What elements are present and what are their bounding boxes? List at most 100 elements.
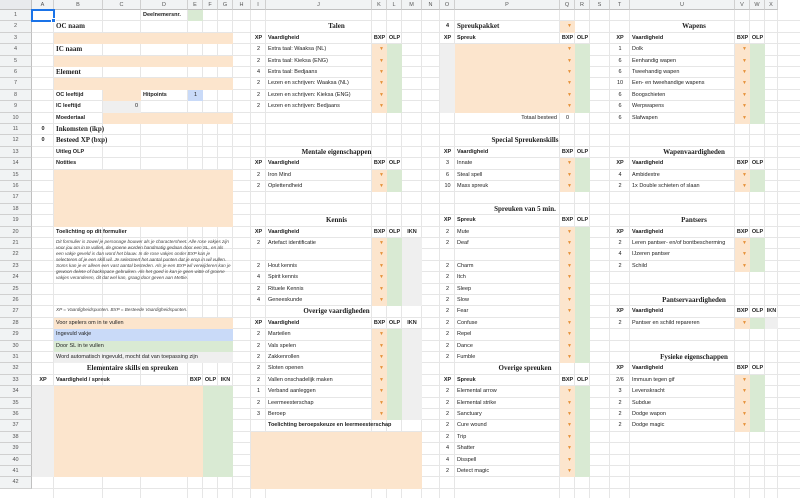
overige_vaard-row-olp-input[interactable] [387,397,402,409]
fysieke-row-bxp-select[interactable] [735,386,750,398]
row-header[interactable]: 22 [0,249,32,261]
spreuken5-row-bxp-select[interactable] [560,283,575,295]
overige_vaard-row-olp-input[interactable] [387,409,402,421]
column-header[interactable]: D [141,0,188,10]
spreuken5-row-bxp-select[interactable] [560,340,575,352]
spreuken5-row-bxp-select[interactable] [560,272,575,284]
spreukpakket-bxp-select[interactable] [560,55,575,67]
dropdown-arrow-icon[interactable]: ▼ [567,468,572,474]
spreuken5-row-bxp-select[interactable] [560,317,575,330]
elem-olp-input[interactable] [203,454,218,466]
spreukpakket-bxp-select[interactable] [560,44,575,56]
dropdown-arrow-icon[interactable]: ▼ [379,57,384,64]
dropdown-arrow-icon[interactable]: ▼ [742,183,747,189]
kennis-row-olp-input[interactable] [387,272,402,284]
elem-ikn-input[interactable] [218,386,233,398]
spreuken5-row-olp-input[interactable] [575,329,590,341]
dropdown-arrow-icon[interactable]: ▼ [567,171,572,178]
row-header[interactable]: 32 [0,363,32,375]
dropdown-arrow-icon[interactable]: ▼ [742,251,747,258]
spreukpakket-spell-input[interactable] [455,89,560,102]
column-header[interactable]: G [218,0,233,10]
overige_vaard-row-olp-input[interactable] [387,352,402,364]
overige_vaard-row-olp-input[interactable] [387,374,402,387]
spreukpakket-bxp-select[interactable] [560,21,575,33]
row-header[interactable]: 38 [0,431,32,444]
dropdown-arrow-icon[interactable]: ▼ [379,285,384,292]
fysieke-row-bxp-select[interactable] [735,397,750,409]
talen-row-olp-input[interactable] [387,89,402,102]
talen-row-bxp-select[interactable] [372,101,387,113]
row-header[interactable]: 19 [0,215,32,227]
dropdown-arrow-icon[interactable]: ▼ [567,91,572,98]
wapenvaard-row-bxp-select[interactable] [735,169,750,181]
overige_spreuken-row-bxp-select[interactable] [560,420,575,432]
spreuken5-row-bxp-select[interactable] [560,295,575,307]
talen-row-bxp-select[interactable] [372,44,387,56]
dropdown-arrow-icon[interactable]: ▼ [567,285,572,292]
fysieke-row-bxp-select[interactable] [735,409,750,421]
overige_spreuken-row-olp-input[interactable] [575,431,590,444]
wapens-row-olp-input[interactable] [750,112,765,124]
spreuken5-row-olp-input[interactable] [575,295,590,307]
dropdown-arrow-icon[interactable]: ▼ [742,57,747,64]
row-header[interactable]: 28 [0,317,32,330]
ic-naam-input[interactable] [54,55,233,67]
pantservaard-row-bxp-select[interactable] [735,317,750,330]
oc-naam-input[interactable] [54,32,233,45]
wapenvaard-row-bxp-select[interactable] [735,181,750,193]
wapens-row-bxp-select[interactable] [735,44,750,56]
overige_spreuken-row-bxp-select[interactable] [560,443,575,455]
elem-bxp-input[interactable] [188,409,203,421]
row-header[interactable]: 30 [0,340,32,352]
spreukpakket-spell-input[interactable] [455,78,560,90]
dropdown-arrow-icon[interactable]: ▼ [742,262,747,269]
row-header[interactable]: 41 [0,466,32,478]
dropdown-arrow-icon[interactable]: ▼ [567,262,572,269]
spreuken5-row-bxp-select[interactable] [560,260,575,273]
dropdown-arrow-icon[interactable]: ▼ [567,69,572,75]
selected-cell-a1[interactable] [31,9,55,23]
elem-ikn-input[interactable] [218,466,233,478]
column-header[interactable]: B [54,0,103,10]
kennis-row-bxp-select[interactable] [372,260,387,273]
elem-bxp-input[interactable] [188,466,203,478]
row-header[interactable]: 12 [0,135,32,147]
column-header[interactable]: Q [560,0,575,10]
row-header[interactable]: 16 [0,181,32,193]
overige_vaard-row-bxp-select[interactable] [372,397,387,409]
elem-bxp-input[interactable] [188,431,203,444]
row-header[interactable]: 4 [0,44,32,56]
spreuken5-row-olp-input[interactable] [575,340,590,352]
kennis-row-bxp-select[interactable] [372,295,387,307]
dropdown-arrow-icon[interactable]: ▼ [742,240,747,246]
elem-bxp-input[interactable] [188,420,203,432]
pantsers-row-bxp-select[interactable] [735,249,750,261]
special-row-olp-input[interactable] [575,169,590,181]
elem-ikn-input[interactable] [218,431,233,444]
wapens-row-bxp-select[interactable] [735,112,750,124]
wapens-row-olp-input[interactable] [750,78,765,90]
overige_spreuken-row-bxp-select[interactable] [560,386,575,398]
spreuken5-row-olp-input[interactable] [575,226,590,238]
talen-row-olp-input[interactable] [387,67,402,79]
column-header[interactable]: S [590,0,610,10]
pantservaard-row-olp-input[interactable] [750,317,765,330]
overige_vaard-row-bxp-select[interactable] [372,386,387,398]
notities-input[interactable] [54,169,233,227]
fysieke-row-olp-input[interactable] [750,397,765,409]
column-header[interactable]: C [103,0,141,10]
talen-row-bxp-select[interactable] [372,67,387,79]
row-header[interactable]: 36 [0,409,32,421]
row-header[interactable]: 40 [0,454,32,466]
dropdown-arrow-icon[interactable]: ▼ [742,376,747,383]
spreukpakket-olp-input[interactable] [575,78,590,90]
pantsers-row-bxp-select[interactable] [735,238,750,250]
dropdown-arrow-icon[interactable]: ▼ [567,228,572,235]
overige_vaard-row-bxp-select[interactable] [372,340,387,352]
spreuken5-row-olp-input[interactable] [575,238,590,250]
overige_spreuken-row-olp-input[interactable] [575,409,590,421]
dropdown-arrow-icon[interactable]: ▼ [742,69,747,75]
elem-name-input[interactable] [54,420,188,432]
mentale-row-bxp-select[interactable] [372,181,387,193]
